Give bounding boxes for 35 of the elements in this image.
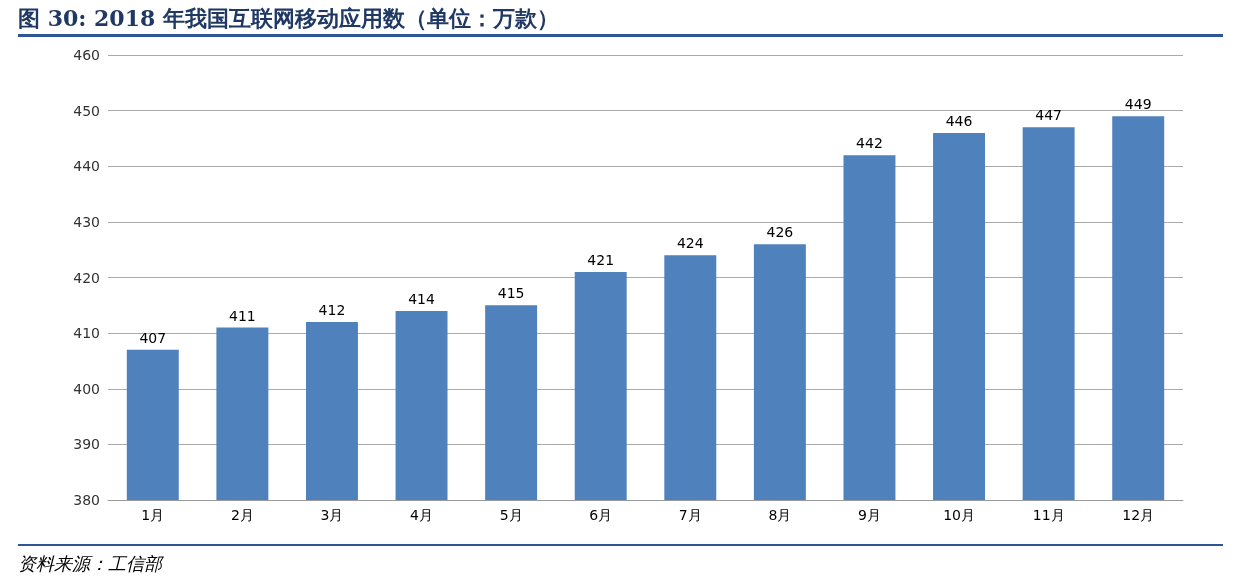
y-tick-label: 400 xyxy=(73,380,100,397)
y-tick-label: 450 xyxy=(73,102,100,119)
y-tick-label: 460 xyxy=(73,47,100,63)
x-tick-label: 7月 xyxy=(678,507,702,523)
x-tick-label: 10月 xyxy=(943,507,975,523)
chart-title: 图 30: 2018 年我国互联网移动应用数（单位：万款） xyxy=(18,2,1223,37)
data-label: 421 xyxy=(587,251,615,268)
data-label: 414 xyxy=(408,290,435,307)
x-tick-label: 6月 xyxy=(589,507,613,523)
y-tick-label: 430 xyxy=(73,213,100,230)
x-tick-label: 3月 xyxy=(320,507,344,523)
data-label: 426 xyxy=(766,224,794,241)
data-label: 411 xyxy=(229,307,256,324)
data-label: 442 xyxy=(856,135,883,152)
data-label: 449 xyxy=(1124,96,1152,113)
data-label: 415 xyxy=(497,285,525,302)
x-tick-label: 4月 xyxy=(410,507,433,523)
data-label: 407 xyxy=(139,329,167,346)
y-tick-label: 380 xyxy=(73,492,100,508)
x-tick-label: 12月 xyxy=(1122,507,1155,523)
x-tick-label: 2月 xyxy=(230,507,254,523)
y-tick-label: 410 xyxy=(73,325,100,342)
y-tick-label: 390 xyxy=(73,436,100,453)
y-tick-label: 420 xyxy=(73,269,100,286)
y-tick-label: 440 xyxy=(73,158,100,175)
x-tick-label: 9月 xyxy=(858,507,881,523)
x-tick-label: 11月 xyxy=(1032,507,1065,523)
x-tick-label: 8月 xyxy=(768,507,792,523)
data-label: 412 xyxy=(318,302,346,318)
data-label: 447 xyxy=(1035,107,1062,124)
data-label: 446 xyxy=(945,112,973,129)
data-label: 424 xyxy=(676,235,704,252)
text: 资料来源：工信部 xyxy=(18,544,1223,576)
x-tick-label: 5月 xyxy=(499,507,523,523)
x-tick-label: 1月 xyxy=(141,507,165,523)
